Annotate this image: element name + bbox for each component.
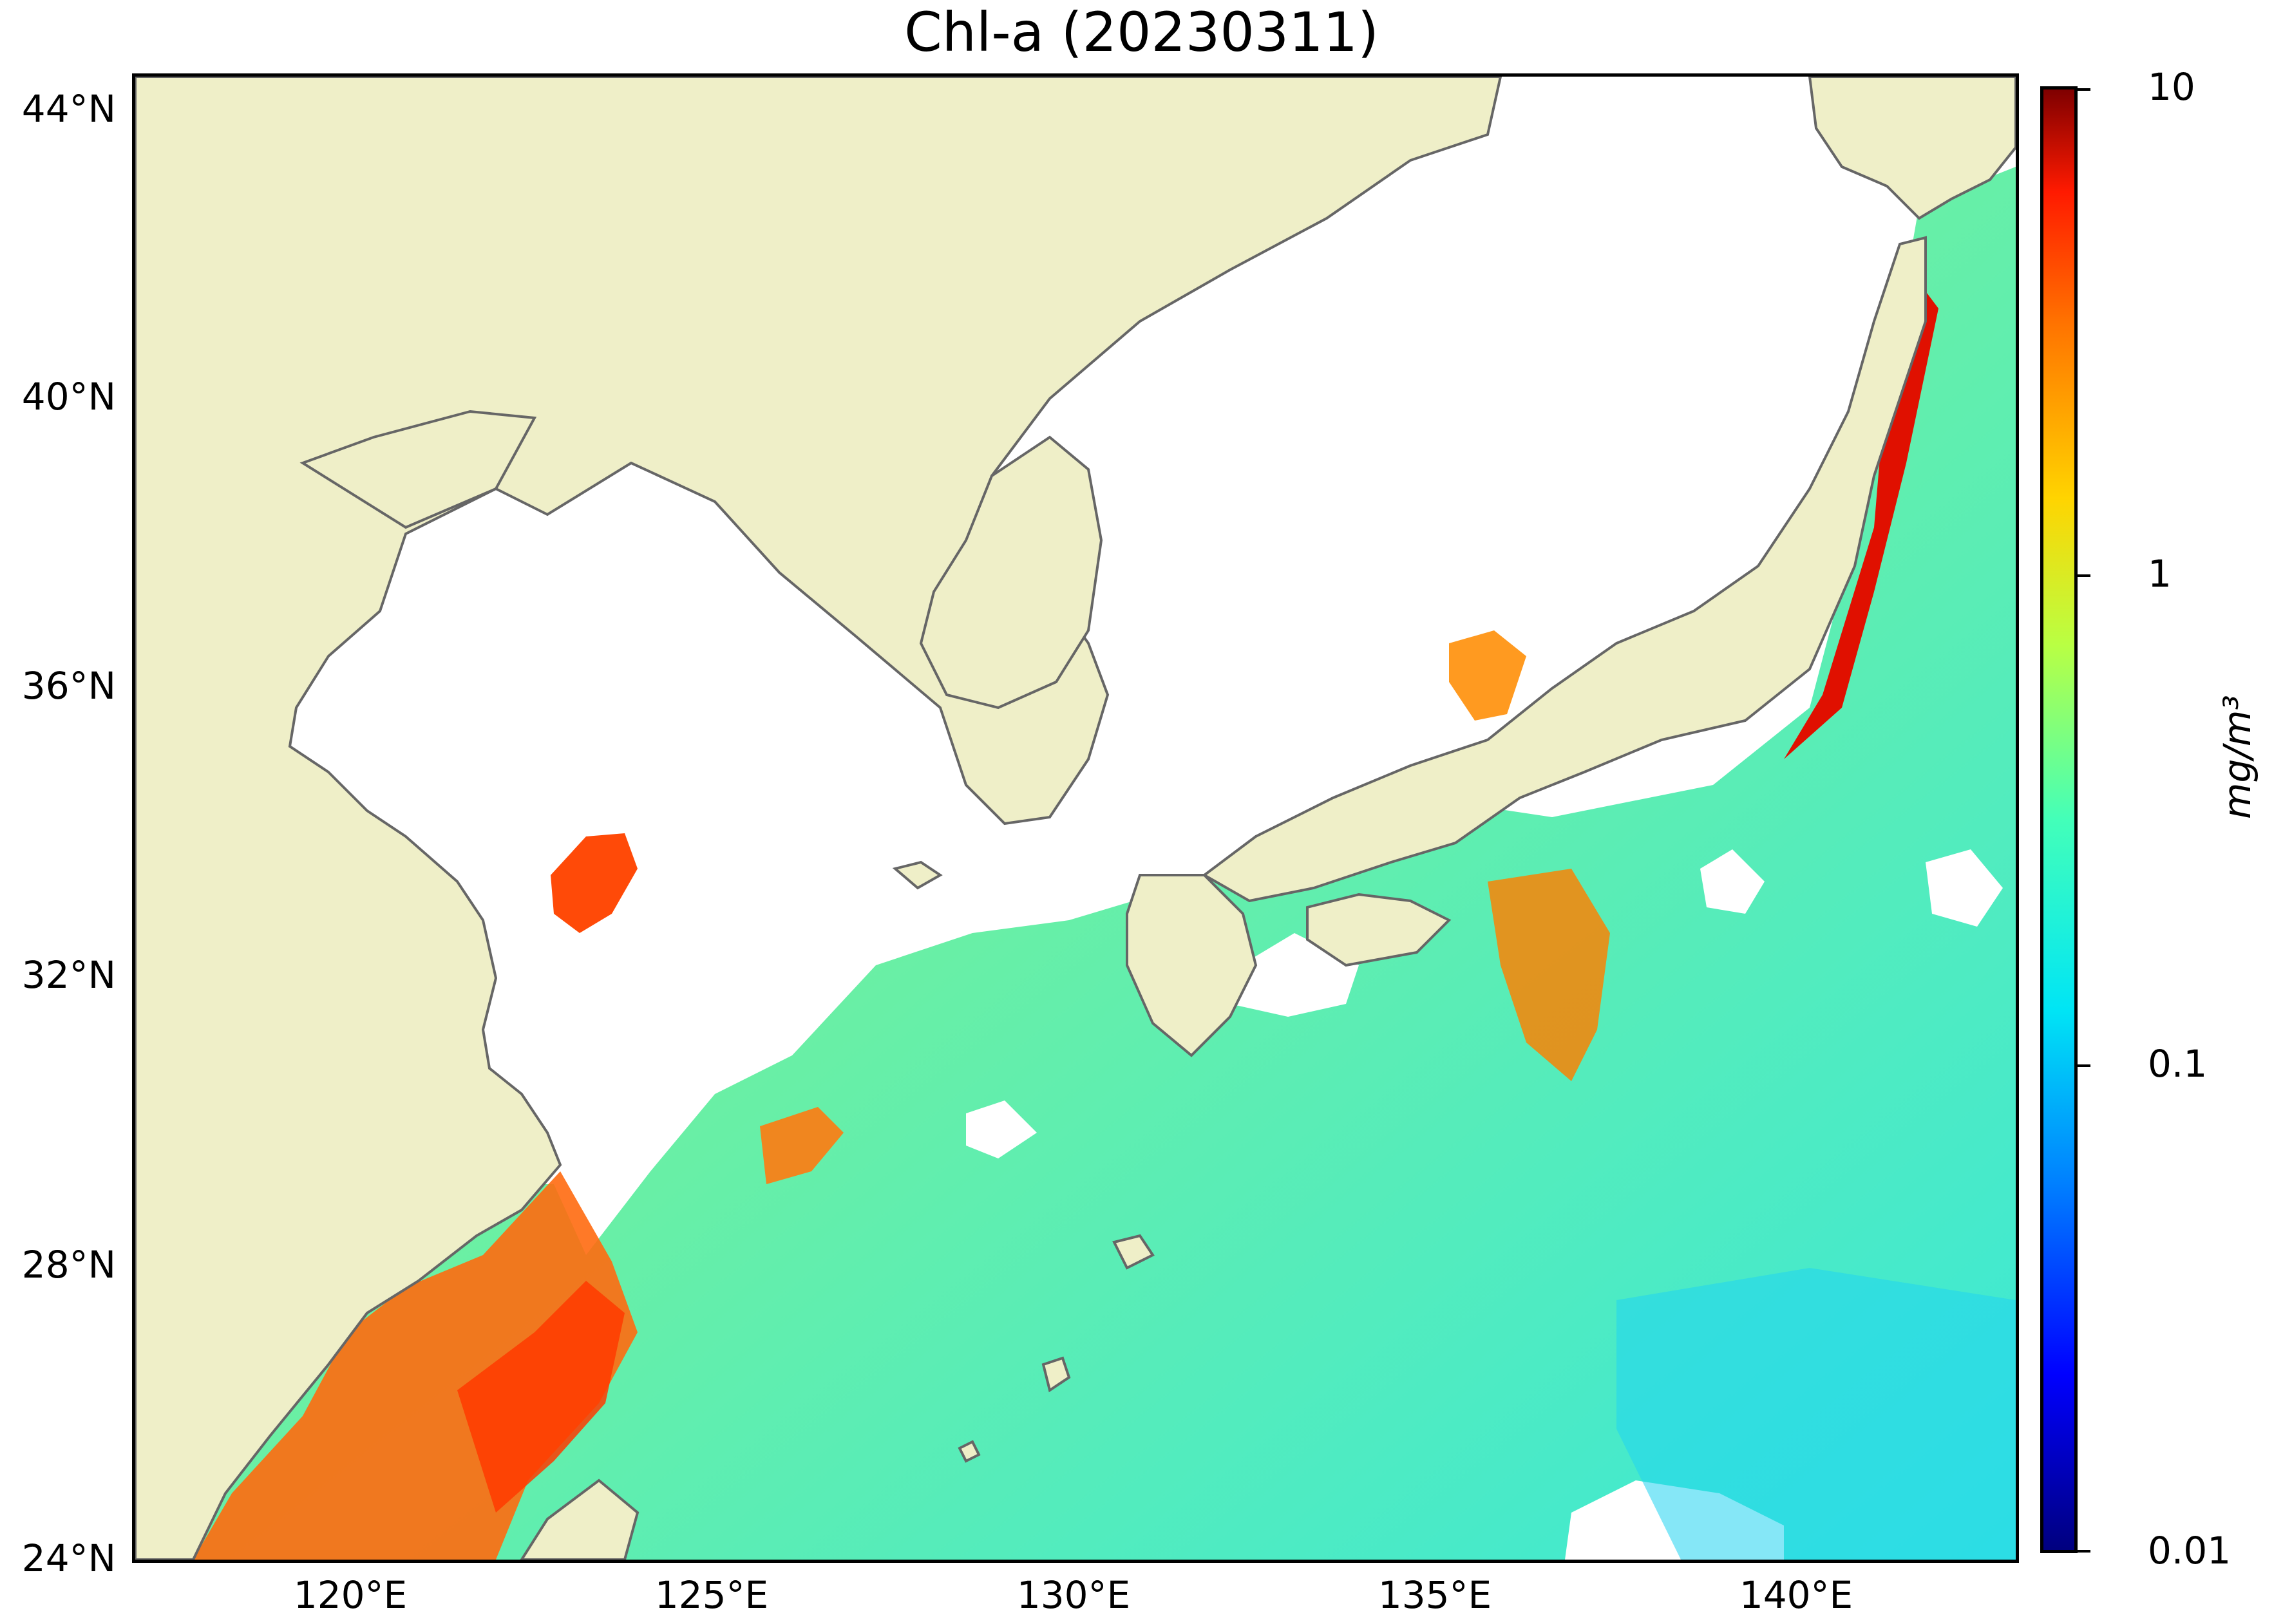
lat-label-32n: 32°N (21, 953, 116, 997)
land-kyushu (1126, 874, 1258, 1057)
land-shandong-pen (299, 410, 537, 529)
map-title: Chl-a (20230311) (904, 1, 1379, 64)
chlorophyll-map (135, 77, 2016, 1560)
land-korea (919, 435, 1103, 710)
colorbar-tick (2078, 1550, 2090, 1553)
lat-label-44n: 44°N (21, 87, 116, 131)
lat-label-24n: 24°N (21, 1536, 116, 1580)
low-chl-southeast (1616, 1268, 2016, 1560)
lat-label-40n: 40°N (21, 375, 116, 419)
high-chl-patch-yellow-sea (551, 833, 638, 933)
lon-label-120e: 120°E (293, 1573, 408, 1617)
lon-label-125e: 125°E (654, 1573, 769, 1617)
lon-label-130e: 130°E (1016, 1573, 1131, 1617)
map-frame (132, 73, 2019, 1563)
high-chl-east-sea-patch (1449, 630, 1526, 721)
colorbar-label-1: 1 (2148, 552, 2172, 596)
colorbar-label-0-01: 0.01 (2148, 1529, 2231, 1572)
land-shikoku (1306, 892, 1452, 967)
no-data-patch (1230, 933, 1359, 1017)
colorbar-label-0-1: 0.1 (2148, 1042, 2208, 1086)
land-hokkaido (1808, 77, 2016, 220)
land-honshu (1202, 236, 1927, 903)
colorbar-tick (2078, 88, 2090, 91)
colorbar-tick (2078, 1064, 2090, 1067)
no-data-patch (1700, 849, 1765, 914)
land-taiwan (520, 1478, 639, 1560)
colorbar (2040, 86, 2078, 1553)
lat-label-36n: 36°N (21, 664, 116, 708)
colorbar-tick (2078, 574, 2090, 577)
lon-label-135e: 135°E (1378, 1573, 1492, 1617)
land-ryukyu (958, 1234, 1155, 1463)
colorbar-unit-label: mg/m³ (2215, 695, 2259, 819)
high-chl-taiwan-strait (457, 1281, 625, 1513)
colorbar-label-10: 10 (2148, 65, 2195, 109)
no-data-patch (966, 1100, 1037, 1158)
high-chl-east-china-shelf (760, 1107, 844, 1184)
land-jeju (892, 860, 943, 890)
lat-label-28n: 28°N (21, 1243, 116, 1287)
no-data-patch (1926, 849, 2003, 927)
high-chl-kii-area (1488, 869, 1610, 1081)
lon-label-140e: 140°E (1739, 1573, 1853, 1617)
